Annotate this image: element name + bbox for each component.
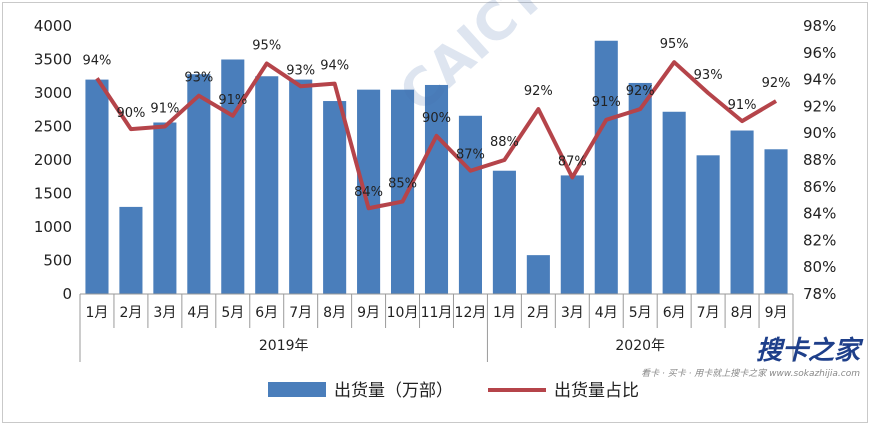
y-left-tick-label: 500 xyxy=(43,252,72,270)
y-right-tick-label: 82% xyxy=(803,231,836,249)
x-tick-label: 3月 xyxy=(153,305,176,321)
brand-logo: 搜卡之家 xyxy=(755,336,860,366)
group-year-label: 2020年 xyxy=(615,338,665,354)
x-tick-label: 9月 xyxy=(357,305,380,321)
line-data-label: 95% xyxy=(252,39,281,54)
x-tick-label: 4月 xyxy=(595,305,618,321)
line-data-label: 91% xyxy=(592,95,621,110)
x-tick-label: 7月 xyxy=(289,305,312,321)
bar xyxy=(424,84,449,295)
x-tick-label: 11月 xyxy=(421,305,453,321)
line-data-label: 95% xyxy=(660,37,689,52)
bar xyxy=(662,111,686,294)
line-data-label: 91% xyxy=(218,93,247,108)
x-tick-label: 7月 xyxy=(697,305,720,321)
y-right-tick-label: 92% xyxy=(803,97,836,115)
bar xyxy=(764,149,788,294)
line-data-label: 91% xyxy=(150,102,179,117)
bar xyxy=(153,122,177,294)
y-left-tick-label: 3000 xyxy=(34,84,72,102)
bar xyxy=(492,170,516,294)
line-data-label: 84% xyxy=(354,185,383,200)
line-data-label: 93% xyxy=(286,63,315,78)
line-data-label: 87% xyxy=(456,148,485,163)
y-right-tick-label: 90% xyxy=(803,124,836,142)
bar xyxy=(85,79,109,294)
y-right-tick-label: 78% xyxy=(803,285,836,303)
line-data-label: 94% xyxy=(320,59,349,74)
line-data-label: 92% xyxy=(626,84,655,99)
bar xyxy=(696,155,720,294)
line-data-label: 93% xyxy=(694,68,723,83)
y-left-tick-label: 0 xyxy=(62,285,72,303)
x-tick-label: 5月 xyxy=(629,305,652,321)
x-tick-label: 2月 xyxy=(527,305,550,321)
x-tick-label: 9月 xyxy=(765,305,788,321)
y-right-tick-label: 94% xyxy=(803,71,836,89)
bar xyxy=(289,79,313,294)
bar xyxy=(594,40,618,294)
bar xyxy=(458,115,482,294)
x-tick-label: 1月 xyxy=(86,305,109,321)
x-tick-label: 3月 xyxy=(561,305,584,321)
bar xyxy=(730,130,754,294)
x-tick-label: 1月 xyxy=(493,305,516,321)
bar xyxy=(187,74,211,295)
y-right-tick-label: 80% xyxy=(803,258,836,276)
x-tick-label: 5月 xyxy=(221,305,244,321)
y-left-tick-label: 1000 xyxy=(34,218,72,236)
line-data-label: 93% xyxy=(184,71,213,86)
line-data-label: 90% xyxy=(116,106,145,121)
x-tick-label: 10月 xyxy=(387,305,419,321)
x-tick-label: 4月 xyxy=(187,305,210,321)
y-right-tick-label: 98% xyxy=(803,17,836,35)
x-tick-label: 6月 xyxy=(663,305,686,321)
y-left-tick-label: 4000 xyxy=(34,17,72,35)
group-year-label: 2019年 xyxy=(259,338,309,354)
line-data-label: 94% xyxy=(83,53,112,68)
bar xyxy=(357,89,381,295)
legend-bar-swatch xyxy=(268,382,326,397)
y-left-tick-label: 3500 xyxy=(34,51,72,69)
legend-line-label: 出货量占比 xyxy=(554,381,639,401)
x-tick-label: 8月 xyxy=(323,305,346,321)
bar xyxy=(391,89,415,295)
line-data-label: 88% xyxy=(490,135,519,150)
y-left-tick-label: 2500 xyxy=(34,118,72,136)
bar xyxy=(526,255,550,294)
line-data-label: 85% xyxy=(388,177,417,192)
bar xyxy=(560,175,584,294)
y-left-tick-label: 1500 xyxy=(34,185,72,203)
line-data-label: 92% xyxy=(524,84,553,99)
bar xyxy=(628,82,652,294)
legend-bar-label: 出货量（万部） xyxy=(334,381,453,401)
bar xyxy=(323,101,347,294)
y-left-tick-label: 2000 xyxy=(34,151,72,169)
line-data-label: 90% xyxy=(422,111,451,126)
line-data-label: 87% xyxy=(558,154,587,169)
line-data-label: 91% xyxy=(728,98,757,113)
brand-url: 看卡 · 买卡 · 用卡就上搜卡之家 www.sokazhijia.com xyxy=(641,369,860,379)
y-right-tick-label: 86% xyxy=(803,178,836,196)
chart-frame xyxy=(2,2,868,423)
y-right-tick-label: 88% xyxy=(803,151,836,169)
bar xyxy=(255,76,279,294)
y-right-tick-label: 84% xyxy=(803,205,836,223)
x-tick-label: 2月 xyxy=(119,305,142,321)
bar xyxy=(119,206,143,294)
x-tick-label: 8月 xyxy=(731,305,754,321)
y-right-tick-label: 96% xyxy=(803,44,836,62)
share-line xyxy=(95,60,778,211)
line-data-label: 92% xyxy=(762,76,791,91)
x-tick-label: 12月 xyxy=(455,305,487,321)
bar xyxy=(221,59,245,294)
x-tick-label: 6月 xyxy=(255,305,278,321)
